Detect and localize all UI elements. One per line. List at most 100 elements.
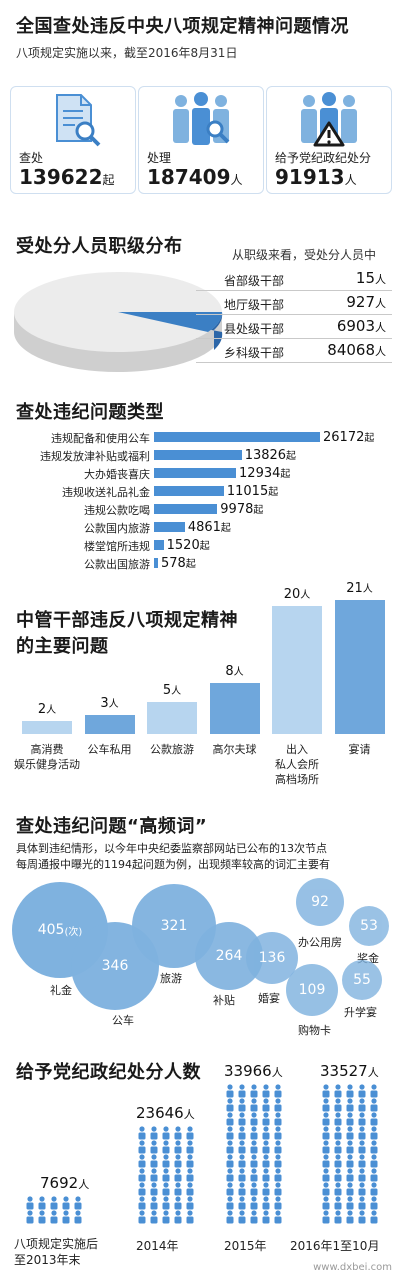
word-bubble: 53 xyxy=(349,906,389,946)
person-icon xyxy=(250,1112,258,1126)
cadre-value: 8人 xyxy=(225,663,244,679)
cadre-section-title-line2: 的主要问题 xyxy=(16,636,109,657)
word-label: 办公用房 xyxy=(298,936,342,949)
person-icon xyxy=(334,1126,342,1140)
person-icon xyxy=(274,1210,282,1224)
person-icon xyxy=(162,1154,170,1168)
punish-year-label: 八项规定实施后 至2013年末 xyxy=(14,1237,99,1267)
card-investigated: 查处 139622起 xyxy=(10,86,136,194)
person-icon xyxy=(250,1084,258,1098)
rank-level-name: 乡科级干部 xyxy=(224,346,285,360)
person-icon xyxy=(226,1140,234,1154)
person-icon xyxy=(346,1196,354,1210)
word-label: 旅游 xyxy=(160,972,182,985)
person-icon xyxy=(334,1112,342,1126)
cadre-value: 20人 xyxy=(283,587,311,603)
person-icon xyxy=(334,1084,342,1098)
person-icon xyxy=(226,1168,234,1182)
type-value: 11015起 xyxy=(226,484,279,499)
person-icon xyxy=(238,1112,246,1126)
rank-level-name: 省部级干部 xyxy=(224,274,285,288)
punish-year-label: 2014年 xyxy=(136,1239,179,1253)
person-icon xyxy=(262,1140,270,1154)
word-bubble: 55 xyxy=(342,960,382,1000)
word-label: 购物卡 xyxy=(298,1024,331,1037)
type-value: 4861起 xyxy=(187,520,231,535)
person-icon xyxy=(62,1196,70,1210)
word-label: 升学宴 xyxy=(344,1006,377,1019)
person-icon xyxy=(138,1182,146,1196)
person-icon xyxy=(138,1154,146,1168)
cadre-category-label: 高尔夫球 xyxy=(212,743,257,756)
person-icon xyxy=(226,1182,234,1196)
type-bar xyxy=(154,450,242,460)
type-bar xyxy=(154,558,158,568)
punish-year-label: 2015年 xyxy=(224,1239,267,1253)
person-icon xyxy=(358,1154,366,1168)
person-icon xyxy=(334,1196,342,1210)
person-icon xyxy=(322,1196,330,1210)
card-punished: 给予党纪政纪处分 91913人 xyxy=(266,86,392,194)
person-icon xyxy=(162,1140,170,1154)
person-icon xyxy=(26,1196,34,1210)
cadre-bar xyxy=(209,682,260,734)
person-icon xyxy=(186,1182,194,1196)
person-icon xyxy=(138,1196,146,1210)
type-value: 12934起 xyxy=(239,466,291,481)
person-icon xyxy=(226,1098,234,1112)
person-icon xyxy=(358,1112,366,1126)
type-bar xyxy=(154,486,224,496)
person-icon xyxy=(370,1168,378,1182)
word-label: 礼金 xyxy=(50,984,72,997)
person-icon xyxy=(370,1112,378,1126)
person-icon xyxy=(138,1126,146,1140)
type-category-label: 大办婚丧喜庆 xyxy=(84,468,150,481)
person-icon xyxy=(274,1168,282,1182)
rank-section-intro: 从职级来看，受处分人员中 xyxy=(232,248,377,262)
rank-level-name: 县处级干部 xyxy=(224,322,285,336)
word-label: 补贴 xyxy=(213,994,235,1007)
person-icon xyxy=(346,1182,354,1196)
card-handled: 处理 187409人 xyxy=(138,86,264,194)
person-icon xyxy=(186,1196,194,1210)
word-label: 公车 xyxy=(112,1014,134,1027)
person-icon xyxy=(358,1098,366,1112)
type-bar xyxy=(154,432,320,442)
cadre-category-label: 宴请 xyxy=(348,743,371,756)
person-icon xyxy=(370,1126,378,1140)
type-bar xyxy=(154,522,185,532)
watermark: www.dxbei.com xyxy=(313,1262,392,1273)
person-icon xyxy=(346,1140,354,1154)
pictogram-column xyxy=(322,1084,378,1224)
person-icon xyxy=(370,1154,378,1168)
person-icon xyxy=(50,1196,58,1210)
type-category-label: 违规公款吃喝 xyxy=(84,504,150,517)
person-icon xyxy=(250,1126,258,1140)
person-icon xyxy=(274,1140,282,1154)
person-icon xyxy=(262,1126,270,1140)
person-icon xyxy=(370,1140,378,1154)
person-icon xyxy=(346,1126,354,1140)
person-icon xyxy=(250,1098,258,1112)
person-icon xyxy=(274,1126,282,1140)
word-bubble: 92 xyxy=(296,878,344,926)
person-icon xyxy=(274,1098,282,1112)
person-icon xyxy=(174,1196,182,1210)
person-icon xyxy=(226,1196,234,1210)
person-icon xyxy=(74,1210,82,1224)
type-value: 578起 xyxy=(161,556,196,571)
person-icon xyxy=(346,1098,354,1112)
person-icon xyxy=(238,1196,246,1210)
person-icon xyxy=(238,1154,246,1168)
type-category-label: 楼堂馆所违规 xyxy=(84,540,150,553)
person-icon xyxy=(174,1140,182,1154)
card-label: 处理 xyxy=(147,151,172,165)
card-value: 91913人 xyxy=(275,165,357,189)
person-icon xyxy=(226,1210,234,1224)
person-icon xyxy=(322,1210,330,1224)
person-icon xyxy=(262,1210,270,1224)
person-icon xyxy=(250,1196,258,1210)
person-icon xyxy=(322,1168,330,1182)
cadre-value: 5人 xyxy=(162,683,182,699)
cadre-value: 2人 xyxy=(37,702,57,718)
